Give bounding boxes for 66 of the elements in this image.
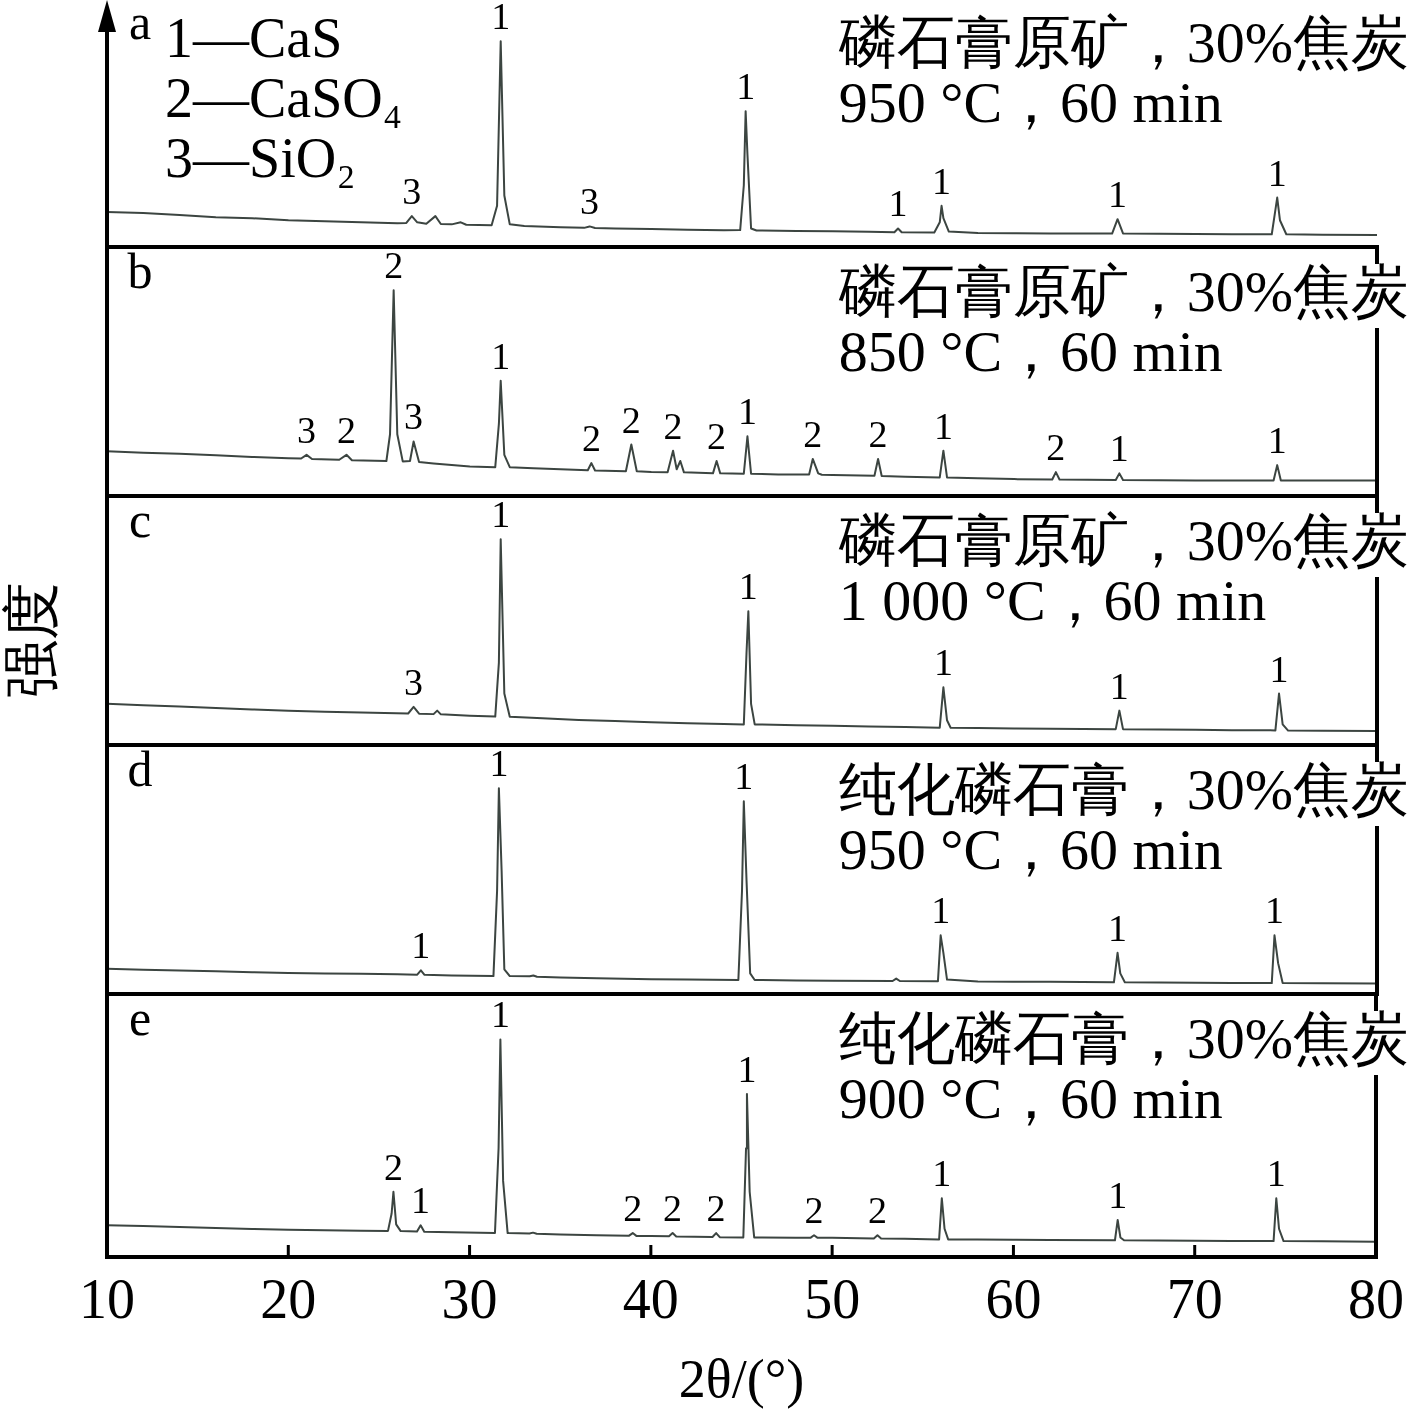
annotation: 2 xyxy=(336,408,356,451)
annotation: 1 xyxy=(490,993,510,1036)
annotation: 1 xyxy=(736,65,756,108)
annotation: 2 xyxy=(803,412,823,455)
annotation: 1 xyxy=(489,742,509,785)
annotation: 2 xyxy=(804,1189,824,1232)
annotation: 1 xyxy=(933,404,953,447)
annotation: 3—SiO₂ xyxy=(165,126,356,189)
annotation: a xyxy=(128,0,152,51)
annotation: 1 xyxy=(737,1047,757,1090)
annotation: 1 xyxy=(1108,1174,1128,1217)
annotation: 1 xyxy=(411,924,431,967)
x-tick-label: 40 xyxy=(622,1268,679,1331)
annotation: 1 xyxy=(932,159,952,202)
annotation: 1 xyxy=(1109,427,1129,470)
annotation: 1 xyxy=(411,1179,431,1222)
annotation: 1 xyxy=(734,755,754,798)
annotation: 2 xyxy=(663,404,683,447)
annotation: 1 xyxy=(888,182,908,225)
annotation: 2 xyxy=(663,1187,683,1230)
annotation: 1 xyxy=(1269,647,1289,690)
x-tick-label: 70 xyxy=(1166,1268,1223,1331)
annotation: 1 xyxy=(1109,664,1129,707)
annotation: 2 xyxy=(1046,426,1066,469)
annotation: 3 xyxy=(402,170,422,213)
annotation: 3 xyxy=(580,180,600,223)
annotation: 3 xyxy=(404,660,424,703)
annotation: 1 xyxy=(491,334,511,377)
annotation: 2 xyxy=(621,398,641,441)
annotation: e xyxy=(128,990,152,1047)
annotation: 2 xyxy=(383,1145,403,1188)
annotation: 1 xyxy=(1266,1152,1286,1195)
x-axis-title: 2θ/(°) xyxy=(678,1348,805,1409)
annotation: d xyxy=(127,741,153,798)
annotation: 2 xyxy=(707,414,727,457)
annotation: 1 xyxy=(1108,906,1128,949)
x-tick-label: 20 xyxy=(260,1268,317,1331)
annotation: 1 xyxy=(932,1152,952,1195)
annotation: 1 xyxy=(1267,419,1287,462)
annotation: 2 xyxy=(868,412,888,455)
annotation: 1 xyxy=(737,390,757,433)
annotation: c xyxy=(128,492,152,549)
annotation: 2 xyxy=(623,1187,643,1230)
annotation: 1 xyxy=(1264,889,1284,932)
annotation: 1 xyxy=(931,889,951,932)
y-axis-title: 强度 xyxy=(0,581,65,698)
annotation: 3 xyxy=(297,408,317,451)
annotation: 1 xyxy=(738,565,758,608)
annotation: 2 xyxy=(384,244,404,287)
annotation: 2 xyxy=(867,1189,887,1232)
annotation: 1 xyxy=(491,0,511,38)
x-tick-label: 50 xyxy=(804,1268,861,1331)
x-tick-label: 10 xyxy=(79,1268,135,1331)
annotation: 1 xyxy=(933,641,953,684)
annotation: 1 xyxy=(1267,151,1287,194)
annotation: 3 xyxy=(404,395,424,438)
annotation: 1—CaS xyxy=(165,6,343,69)
annotation: 1 xyxy=(1108,173,1128,216)
annotation: 2 xyxy=(706,1187,726,1230)
x-tick-label: 80 xyxy=(1348,1268,1404,1331)
annotation: 2 xyxy=(581,417,601,460)
x-tick-label: 30 xyxy=(441,1268,498,1331)
annotation: b xyxy=(127,243,153,300)
x-tick-label: 60 xyxy=(985,1268,1042,1331)
annotation: 2—CaSO₄ xyxy=(165,66,403,129)
annotation: 1 xyxy=(491,493,511,536)
